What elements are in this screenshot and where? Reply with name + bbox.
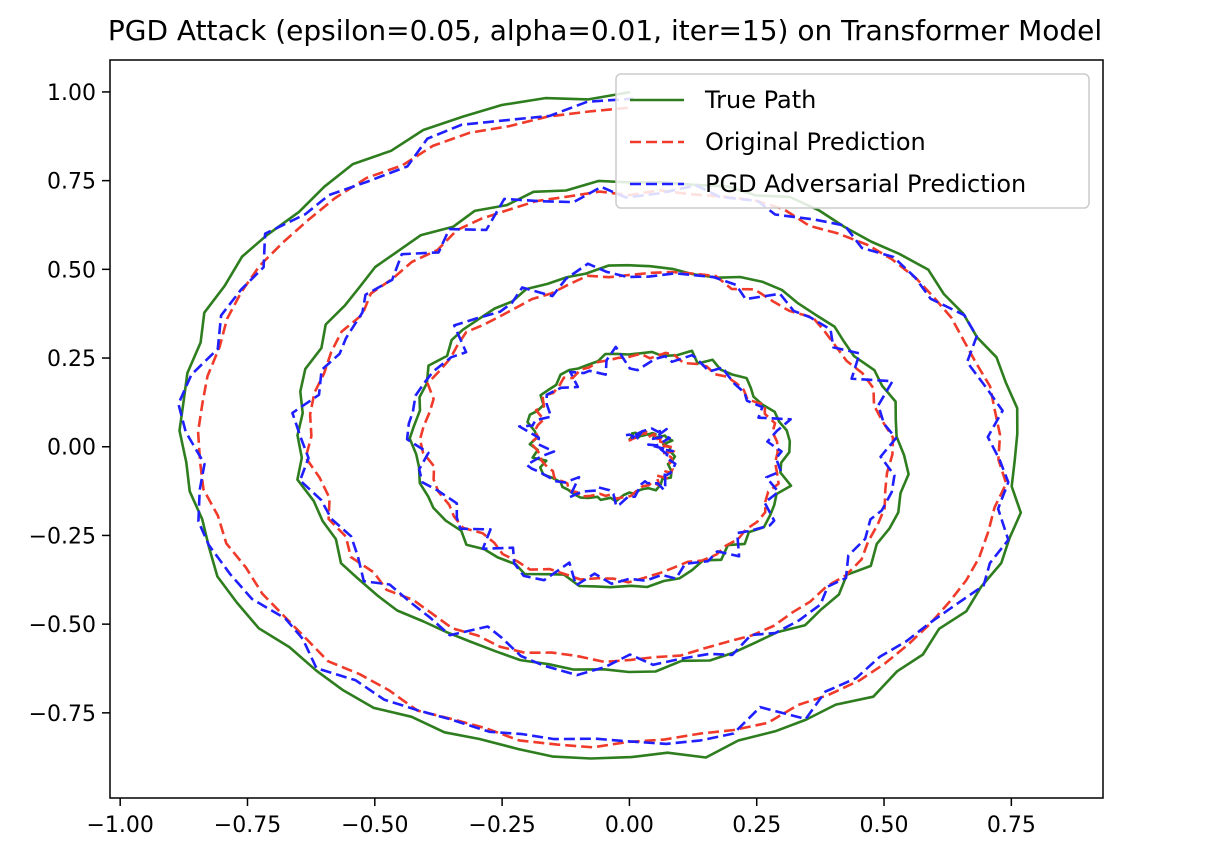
y-tick-label: 0.25 [47, 347, 96, 372]
legend-label: Original Prediction [705, 128, 926, 156]
y-tick-label: 1.00 [47, 81, 96, 106]
y-axis: −0.75 −0.50 −0.25 0.00 0.25 0.50 0.75 1.00 [29, 81, 110, 727]
x-tick-label: −0.75 [214, 813, 281, 838]
y-tick-label: 0.00 [47, 436, 96, 461]
series-line-1 [196, 106, 1008, 749]
series-layer [177, 90, 1023, 760]
legend-box [615, 73, 1090, 209]
legend: True Path Original Prediction PGD Adversar… [615, 73, 1090, 209]
y-tick-label: −0.25 [29, 524, 96, 549]
x-axis: −1.00 −0.75 −0.50 −0.25 0.00 0.25 0.50 0.75 [86, 798, 1036, 838]
x-tick-label: −0.50 [341, 813, 408, 838]
y-tick-label: 0.50 [47, 258, 96, 283]
legend-label: PGD Adversarial Prediction [705, 170, 1026, 198]
y-tick-label: −0.75 [29, 702, 96, 727]
y-tick-label: 0.75 [47, 170, 96, 195]
x-tick-label: 0.50 [860, 813, 909, 838]
x-tick-label: 0.25 [732, 813, 781, 838]
x-tick-label: −1.00 [86, 813, 153, 838]
x-tick-label: −0.25 [468, 813, 535, 838]
y-tick-label: −0.50 [29, 613, 96, 638]
chart-title: PGD Attack (epsilon=0.05, alpha=0.01, it… [108, 14, 1102, 47]
x-tick-label: 0.75 [987, 813, 1036, 838]
x-tick-label: 0.00 [605, 813, 654, 838]
legend-label: True Path [704, 86, 816, 114]
series-line-2 [177, 97, 1010, 746]
plot-frame [109, 59, 1104, 799]
